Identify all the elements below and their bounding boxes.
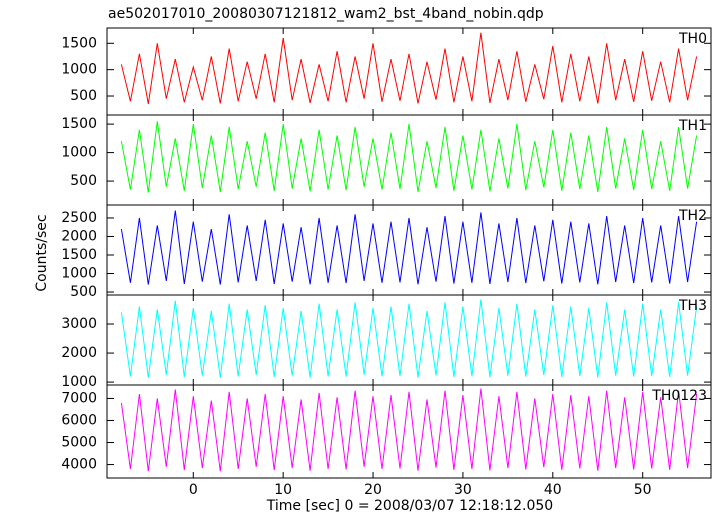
x-tick-label: 0 [189,482,198,498]
x-tick-label: 20 [364,482,382,498]
panel-frame [106,27,712,116]
y-tick-label: 5000 [61,435,97,451]
panel-label: TH2 [678,208,707,224]
y-tick-label: 4000 [61,457,97,473]
panel-frame [106,384,712,479]
y-tick-label: 2000 [61,345,97,361]
x-tick-label: 50 [634,482,652,498]
x-tick-label: 40 [544,482,562,498]
y-tick-label: 2000 [61,228,97,244]
x-tick-label: 10 [274,482,292,498]
panel-label: TH3 [678,298,707,314]
y-tick-label: 500 [70,284,97,300]
y-tick-label: 500 [70,88,97,104]
y-tick-label: 3000 [61,316,97,332]
light-curve [120,121,698,193]
light-curve [120,210,698,285]
y-tick-label: 1000 [61,145,97,161]
x-axis-label: Time [sec] 0 = 2008/03/07 12:18:12.050 [266,498,553,514]
y-tick-label: 1000 [61,374,97,390]
y-tick-label: 2500 [61,210,97,226]
y-tick-label: 6000 [61,412,97,428]
y-tick-label: 1000 [61,62,97,78]
y-tick-label: 500 [70,173,97,189]
y-tick-label: 1500 [61,247,97,263]
y-tick-label: 1000 [61,266,97,282]
chart-title: ae502017010_20080307121812_wam2_bst_4ban… [108,6,544,22]
panel-label: TH0123 [651,388,707,404]
y-axis-label: Counts/sec [34,214,50,291]
light-curve [120,32,698,104]
panel-label: TH0 [678,31,707,47]
y-tick-label: 7000 [61,390,97,406]
y-tick-label: 1500 [61,116,97,132]
x-tick-label: 30 [454,482,472,498]
light-curve [120,388,698,472]
y-tick-label: 1500 [61,35,97,51]
light-curve [120,299,698,378]
panel-label: TH1 [678,118,707,134]
